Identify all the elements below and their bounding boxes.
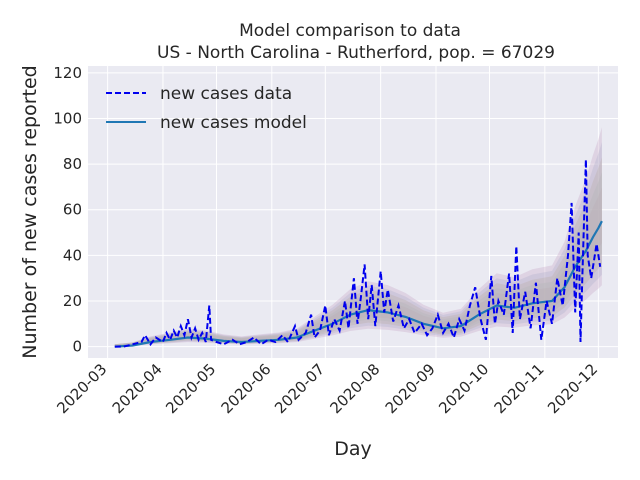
legend-model-label: new cases model (160, 113, 307, 133)
model-band-0 (114, 187, 602, 347)
y-axis-ticks: 0 20 40 60 80 100 120 (53, 64, 82, 356)
model-band-1 (114, 172, 602, 347)
data-series-line (114, 159, 602, 348)
model-ensemble-bands (114, 127, 602, 347)
x-tick-label: 2020-11 (491, 360, 548, 417)
x-tick-label: 2020-06 (218, 360, 275, 417)
x-tick-label: 2020-10 (435, 360, 492, 417)
x-tick-label: 2020-03 (53, 360, 110, 417)
plot-area (88, 66, 618, 358)
model-band-2 (114, 157, 602, 347)
x-tick-label: 2020-04 (109, 360, 166, 417)
y-tick-label: 40 (63, 246, 82, 264)
y-tick-label: 120 (53, 64, 82, 82)
y-tick-label: 100 (53, 109, 82, 127)
model-band-4 (114, 127, 602, 347)
x-tick-label: 2020-08 (326, 360, 383, 417)
model-series-line (114, 220, 603, 348)
x-tick-label: 2020-07 (271, 360, 328, 417)
chart-title-line1: Model comparison to data (239, 21, 461, 41)
y-tick-label: 0 (72, 338, 82, 356)
grid (88, 66, 618, 358)
x-axis-ticks: 2020-032020-042020-052020-062020-072020-… (53, 360, 601, 417)
legend-data-label: new cases data (160, 84, 292, 104)
x-tick-label: 2020-12 (544, 360, 601, 417)
y-tick-label: 60 (63, 201, 82, 219)
x-tick-label: 2020-05 (162, 360, 219, 417)
legend: new cases data new cases model (106, 84, 307, 133)
chart-title-line2: US - North Carolina - Rutherford, pop. =… (157, 43, 555, 63)
y-tick-label: 80 (63, 155, 82, 173)
y-axis-label: Number of new cases reported (19, 65, 41, 358)
x-axis-label: Day (334, 438, 372, 460)
y-tick-label: 20 (63, 292, 82, 310)
x-tick-label: 2020-09 (382, 360, 439, 417)
model-band-3 (114, 142, 602, 347)
